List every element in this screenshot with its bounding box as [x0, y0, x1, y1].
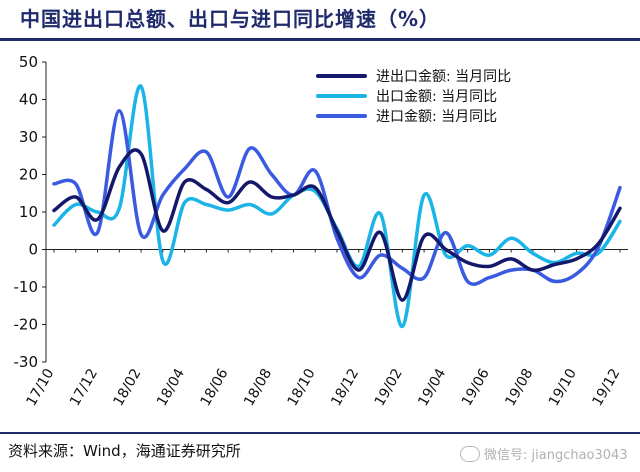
x-tick-label: 19/04 [415, 366, 449, 409]
x-tick-label: 18/08 [241, 366, 275, 409]
watermark-text: 微信号: jiangchao3043 [484, 448, 628, 463]
legend-label-total: 进出口金额: 当月同比 [376, 69, 511, 85]
y-tick-label: -10 [14, 278, 39, 296]
x-tick-label: 18/06 [198, 366, 232, 409]
y-tick-label: -20 [14, 316, 39, 334]
x-tick-label: 18/02 [111, 366, 145, 409]
legend-label-export: 出口金额: 当月同比 [376, 89, 497, 105]
y-tick-label: 40 [19, 91, 38, 109]
series-line-total [52, 148, 622, 302]
y-tick-label: 0 [28, 241, 38, 259]
chart-axes: -30 -20 -10 0 10 20 30 40 50 17/10 17/12 18/02 18/04… [14, 53, 628, 409]
x-tick-label: 19/08 [502, 366, 536, 409]
x-tick-label: 19/10 [546, 366, 580, 409]
footer-rule [0, 432, 640, 434]
x-tick-label: 19/02 [372, 366, 406, 409]
x-tick-label: 19/06 [459, 366, 493, 409]
x-tick-label: 18/10 [285, 366, 319, 409]
x-tick-label: 17/12 [67, 366, 101, 409]
y-tick-label: 30 [19, 128, 38, 146]
series-line-import [52, 109, 622, 286]
chart-title: 中国进出口总额、出口与进口同比增速（%） [20, 7, 441, 31]
wechat-watermark: 微信号: jiangchao3043 [460, 444, 628, 463]
legend-label-import: 进口金额: 当月同比 [376, 109, 497, 125]
y-tick-label: 20 [19, 166, 38, 184]
title-rule [0, 38, 640, 41]
x-tick-label: 17/10 [23, 366, 57, 409]
series-line-export [52, 84, 622, 329]
chart-series [52, 84, 622, 329]
x-tick-label: 18/04 [154, 366, 188, 409]
y-tick-label: 50 [19, 53, 38, 71]
y-tick-label: -30 [14, 353, 39, 371]
x-tick-label: 19/12 [589, 366, 623, 409]
source-note: 资料来源：Wind，海通证券研究所 [8, 442, 241, 460]
x-tick-label: 18/12 [328, 366, 362, 409]
wechat-icon [460, 445, 480, 462]
y-tick-label: 10 [19, 203, 38, 221]
line-chart: -30 -20 -10 0 10 20 30 40 50 17/10 17/12 18/02 18/04… [14, 53, 628, 409]
